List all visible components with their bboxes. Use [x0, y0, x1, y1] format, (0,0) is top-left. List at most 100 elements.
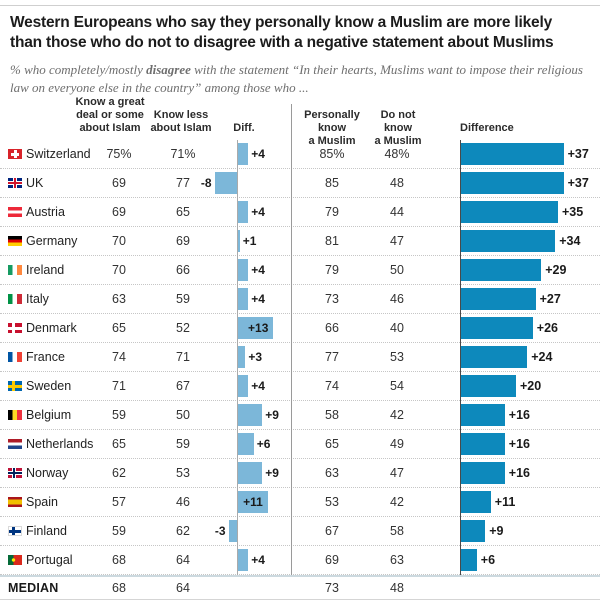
know-less-value: 66 [176, 263, 190, 277]
know-more-value: 74 [112, 350, 126, 364]
flag-norway-icon [8, 468, 22, 478]
difference-value-label: +26 [536, 321, 559, 335]
table-row: Netherlands 65 59 65 49 +6 +16 [0, 430, 600, 459]
know-less-value: 62 [176, 524, 190, 538]
know-muslim-value: 79 [325, 205, 339, 219]
country-label: Finland [26, 524, 67, 538]
diff-value-label: +4 [251, 263, 265, 277]
know-less-value: 52 [176, 321, 190, 335]
top-rule [0, 5, 600, 6]
country-label: Norway [26, 466, 69, 480]
diff-value-label: +3 [248, 350, 263, 364]
flag-ireland-icon [8, 265, 22, 275]
table-row: Spain 57 46 53 42 +11 +11 [0, 488, 600, 517]
diff-bar [237, 288, 249, 310]
flag-italy-icon [8, 294, 22, 304]
chart-subtitle: % who completely/mostly disagree with th… [10, 61, 596, 96]
difference-value-label: +34 [559, 234, 581, 248]
table-row: Portugal 68 64 69 63 +4 +6 [0, 546, 600, 575]
know-less-value: 69 [176, 234, 190, 248]
median-know-more-value: 68 [112, 581, 126, 595]
flag-portugal-icon [8, 555, 22, 565]
not-know-muslim-value: 50 [390, 263, 404, 277]
not-know-muslim-value: 49 [390, 437, 404, 451]
diff-bar [237, 346, 246, 368]
country-label: Ireland [26, 263, 65, 277]
not-know-muslim-value: 40 [390, 321, 404, 335]
flag-uk-icon [8, 178, 22, 188]
diff-bar [237, 317, 274, 339]
difference-bar [460, 288, 536, 310]
subtitle-bold-word: disagree [146, 62, 191, 77]
diff-value-label: +1 [242, 234, 257, 248]
not-know-muslim-value: 42 [390, 408, 404, 422]
diff-bar [237, 549, 249, 571]
difference-value-label: +29 [545, 263, 567, 277]
know-less-value: 46 [176, 495, 190, 509]
know-less-value: 65 [176, 205, 190, 219]
know-more-value: 69 [112, 176, 126, 190]
country-label: France [26, 350, 65, 364]
know-more-value: 69 [112, 205, 126, 219]
diff-value-label: -8 [200, 176, 212, 190]
diff-bar [237, 143, 249, 165]
flag-switzerland-icon [8, 149, 22, 159]
not-know-muslim-value: 48% [384, 147, 410, 161]
diff-bar [214, 172, 237, 194]
diff-bar [237, 462, 263, 484]
difference-value-label: +9 [489, 524, 504, 538]
know-more-value: 68 [112, 553, 126, 567]
table-row: France 74 71 77 53 +3 +24 [0, 343, 600, 372]
difference-value-label: +11 [494, 495, 516, 509]
table-row: Finland 59 62 67 58 -3 +9 [0, 517, 600, 546]
country-label: Belgium [26, 408, 72, 422]
country-label: Austria [26, 205, 65, 219]
know-muslim-value: 85% [319, 147, 345, 161]
difference-bar [460, 259, 542, 281]
not-know-muslim-value: 44 [390, 205, 404, 219]
know-muslim-value: 67 [325, 524, 339, 538]
median-know-muslim-value: 73 [325, 581, 339, 595]
not-know-muslim-value: 63 [390, 553, 404, 567]
know-less-value: 53 [176, 466, 190, 480]
diff-bar [237, 230, 240, 252]
know-more-value: 65 [112, 437, 126, 451]
country-label: Netherlands [26, 437, 94, 451]
know-more-value: 57 [112, 495, 126, 509]
country-label: Germany [26, 234, 78, 248]
country-label: Switzerland [26, 147, 91, 161]
median-not-know-muslim-value: 48 [390, 581, 404, 595]
difference-value-label: +27 [539, 292, 561, 306]
table-row: Norway 62 53 63 47 +9 +16 [0, 459, 600, 488]
diff-value-label: +13 [248, 321, 269, 335]
difference-value-label: +20 [520, 379, 542, 393]
not-know-muslim-value: 48 [390, 176, 404, 190]
know-muslim-value: 63 [325, 466, 339, 480]
know-less-value: 71% [170, 147, 196, 161]
chart-title: Western Europeans who say they personall… [10, 14, 554, 52]
know-muslim-value: 66 [325, 321, 339, 335]
know-more-value: 59 [112, 524, 126, 538]
country-label: Sweden [26, 379, 72, 393]
know-more-value: 62 [112, 466, 126, 480]
flag-netherlands-icon [8, 439, 22, 449]
know-less-value: 67 [176, 379, 190, 393]
know-more-value: 75% [106, 147, 132, 161]
difference-bar [460, 346, 528, 368]
table-row: Belgium 59 50 58 42 +9 +16 [0, 401, 600, 430]
country-label: Portugal [26, 553, 73, 567]
subtitle-rest: with the statement “In their hearts, Mus… [10, 62, 583, 95]
diff-bar [228, 520, 237, 542]
know-more-value: 65 [112, 321, 126, 335]
not-know-muslim-value: 46 [390, 292, 404, 306]
difference-value-label: +37 [567, 176, 589, 190]
know-more-value: 59 [112, 408, 126, 422]
know-more-value: 71 [112, 379, 126, 393]
know-less-value: 77 [176, 176, 190, 190]
difference-bar [460, 230, 556, 252]
flag-spain-icon [8, 497, 22, 507]
subtitle-prefix: % who completely/mostly [10, 62, 147, 77]
column-header-not-know-muslim: Do not know a Muslim [374, 109, 422, 147]
not-know-muslim-value: 53 [390, 350, 404, 364]
know-muslim-value: 69 [325, 553, 339, 567]
